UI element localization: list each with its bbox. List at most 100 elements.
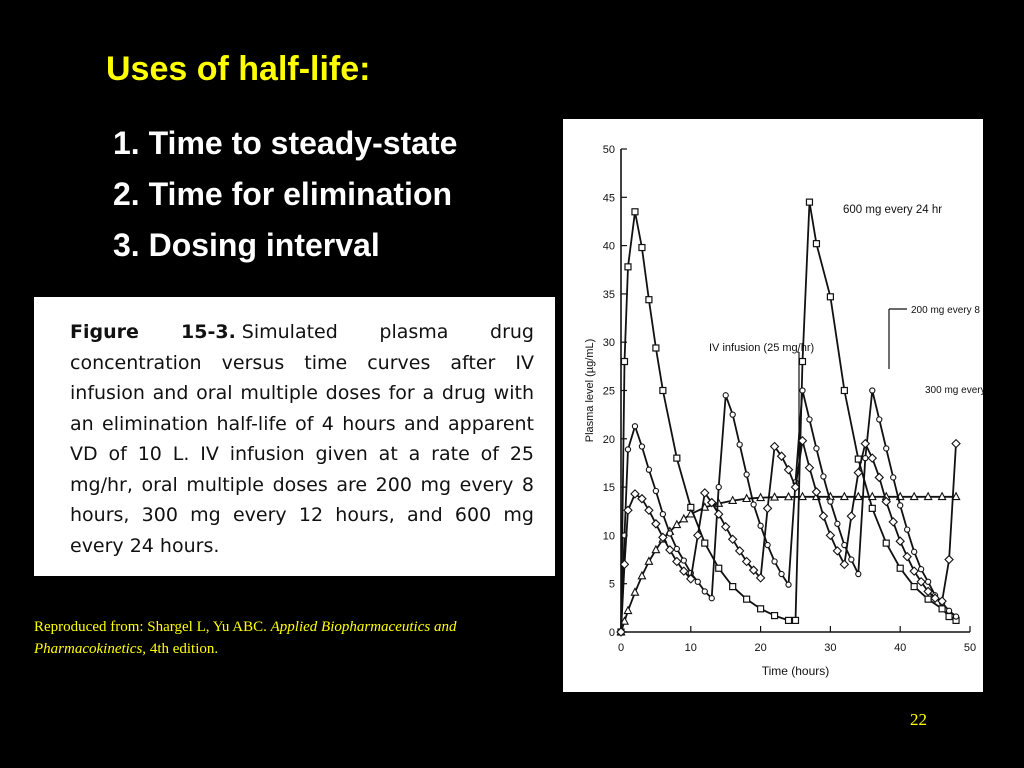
data-point [619,559,630,570]
data-point [623,605,633,615]
data-point [902,551,912,562]
data-point [631,208,639,216]
y-tick-label: 15 [603,482,615,494]
y-tick-label: 0 [609,627,615,639]
data-point [673,545,680,553]
data-point [630,587,640,596]
data-point [694,578,701,585]
data-point [811,487,822,497]
data-point [853,467,864,478]
figure-label: Figure 15-3. [70,321,236,343]
data-point [791,616,800,625]
annotation-300mg: 300 mg every 12 hr [925,385,983,396]
data-point [734,546,745,556]
data-point [937,596,947,606]
data-point [945,612,953,621]
data-point [909,566,919,576]
data-point [785,581,792,588]
data-point [620,357,629,366]
data-point [742,493,752,503]
source-credit: Reproduced from: Shargel L, Yu ABC. Appl… [34,616,534,660]
data-point [839,559,850,570]
data-point [930,593,940,603]
data-point [651,544,661,554]
data-point [743,471,750,478]
use-item-steady-state: 1. Time to steady-state [113,125,458,161]
chart-series [616,198,961,637]
x-tick-label: 10 [685,642,697,654]
chart-annotations: 600 mg every 24 hr 200 mg every 8 hr IV … [709,204,983,493]
data-point [840,386,848,395]
data-point [686,574,696,584]
chart-panel: 0 5 10 15 20 25 30 35 40 45 50 0 10 20 30 40 50 Time (hou… [563,119,983,692]
data-point [806,416,813,423]
page-number: 22 [910,710,927,729]
series-0 [617,198,960,636]
data-point [876,416,883,423]
data-point [799,387,806,394]
figure-caption: Figure 15-3. Simulated plasma drug concen… [70,317,534,561]
data-point [909,491,919,501]
data-point [839,491,849,501]
uses-list: 1. Time to steady-state 2. Time for elim… [113,118,457,271]
data-point [715,483,722,491]
data-point [923,586,933,597]
data-point [756,492,766,502]
data-point [805,198,814,206]
data-point [701,539,709,547]
data-point [750,501,757,508]
annotation-600mg: 600 mg every 24 hr [843,204,942,216]
data-point [619,616,630,625]
data-point [637,493,647,504]
data-point [630,489,640,499]
data-point [679,513,689,523]
data-point [762,503,773,514]
data-point [638,243,646,252]
data-point [645,296,653,304]
chart-axes: 0 5 10 15 20 25 30 35 40 45 50 0 10 20 30 40 50 Time (hou… [584,144,976,678]
x-tick-label: 50 [964,642,976,654]
data-point [665,545,675,555]
credit-book-title: Applied Biopharmaceutics and Pharmacokin… [34,619,457,657]
data-point [890,474,897,481]
data-point [783,464,794,475]
data-point [736,441,743,448]
series-2 [617,387,960,636]
data-point [911,548,918,555]
data-point [818,511,829,521]
data-point [644,556,654,565]
data-point [855,570,862,578]
data-point [722,392,729,399]
data-point [867,453,878,463]
data-point [757,605,765,613]
data-point [624,446,632,453]
data-point [827,498,834,505]
data-point [616,627,626,637]
data-point [680,557,687,564]
data-point [651,519,661,529]
credit-suffix: 4th edition. [146,641,219,657]
y-tick-label: 10 [603,530,615,542]
credit-prefix: Reproduced from: Shargel L, Yu ABC. [34,619,271,635]
data-point [832,546,843,556]
data-point [637,570,647,580]
data-point [945,607,953,614]
data-point [897,502,904,509]
y-tick-label: 45 [603,192,615,204]
data-point [896,564,904,572]
data-point [757,522,764,529]
data-point [910,582,918,591]
data-point [776,451,787,461]
y-tick-label: 30 [603,337,615,349]
data-point [848,556,855,563]
data-point [825,530,836,541]
data-point [659,386,667,395]
data-point [923,491,933,501]
x-tick-label: 0 [618,642,624,654]
data-point [904,526,911,533]
y-tick-label: 35 [603,289,615,301]
data-point [812,240,821,248]
data-point [790,482,801,492]
slide-title: Uses of half-life: [106,50,371,88]
data-point [638,443,646,450]
